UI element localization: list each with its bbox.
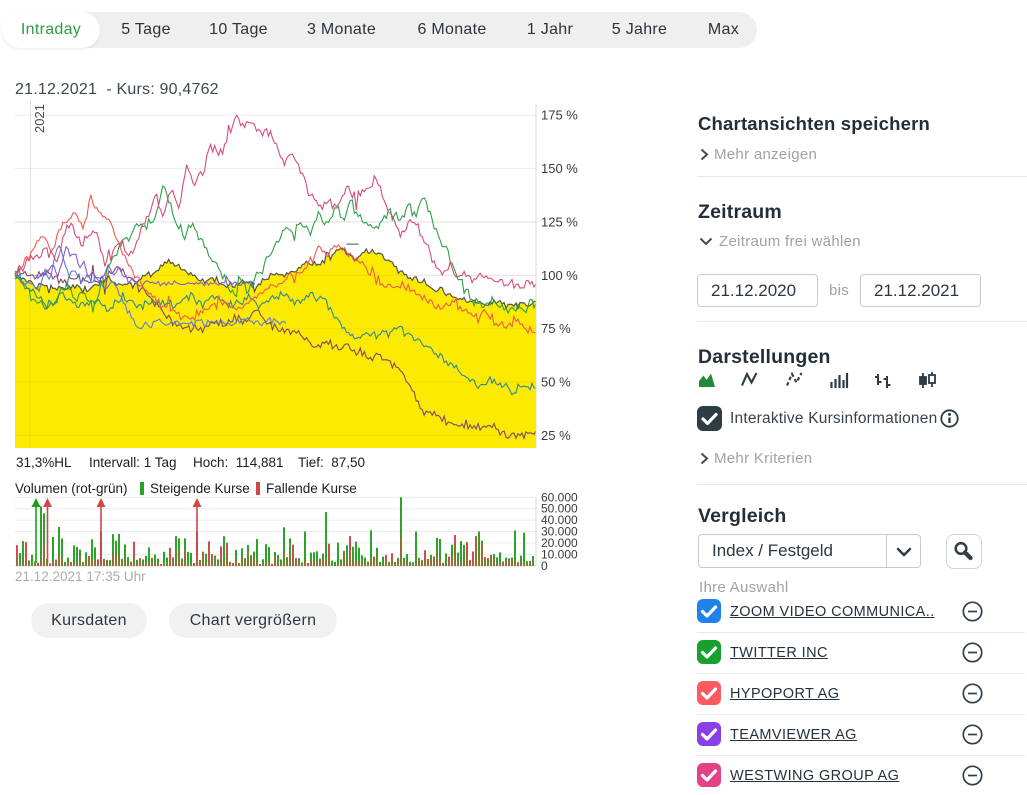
svg-text:25 %: 25 %	[541, 428, 571, 443]
svg-text:40.000: 40.000	[541, 513, 578, 527]
svg-text:50.000: 50.000	[541, 502, 578, 516]
svg-text:175 %: 175 %	[541, 108, 578, 123]
svg-text:100 %: 100 %	[541, 268, 578, 283]
svg-text:10.000: 10.000	[541, 547, 578, 561]
svg-text:125 %: 125 %	[541, 214, 578, 229]
svg-text:0: 0	[541, 559, 548, 573]
svg-text:30.000: 30.000	[541, 525, 578, 539]
svg-text:75 %: 75 %	[541, 321, 571, 336]
svg-text:20.000: 20.000	[541, 536, 578, 550]
svg-text:150 %: 150 %	[541, 161, 578, 176]
svg-text:50 %: 50 %	[541, 375, 571, 390]
svg-text:60.000: 60.000	[541, 490, 578, 504]
svg-text:2021: 2021	[32, 104, 47, 133]
